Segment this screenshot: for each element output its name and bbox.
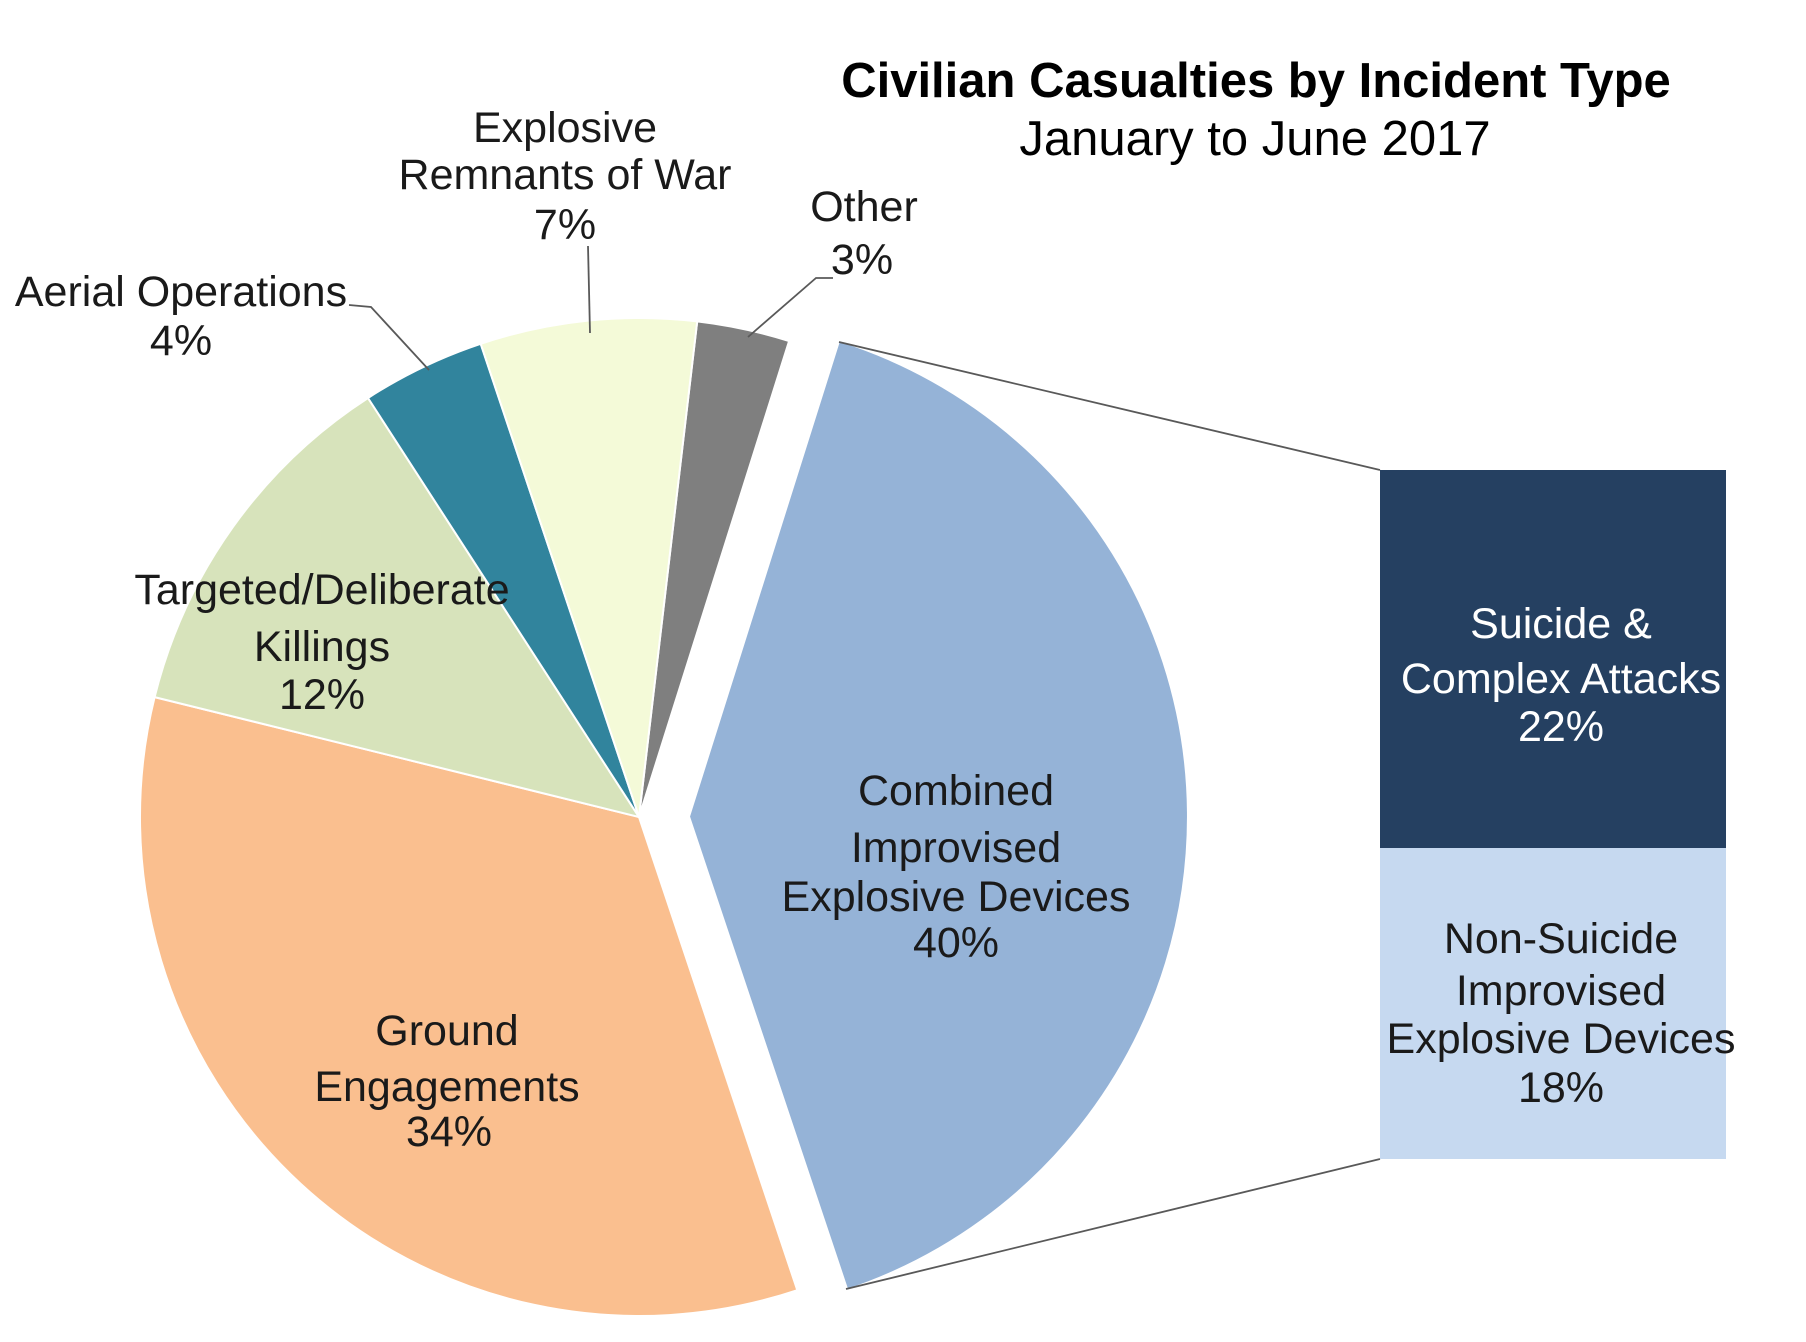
- svg-text:Other: Other: [810, 183, 918, 231]
- svg-text:Ground: Ground: [375, 1007, 518, 1055]
- svg-text:4%: 4%: [150, 317, 212, 365]
- svg-text:34%: 34%: [406, 1108, 492, 1156]
- svg-text:Improvised: Improvised: [851, 824, 1061, 872]
- svg-text:Civilian Casualties by Inciden: Civilian Casualties by Incident Type: [841, 54, 1671, 108]
- svg-text:January to June 2017: January to June 2017: [1019, 112, 1490, 166]
- svg-text:Aerial Operations: Aerial Operations: [15, 268, 347, 316]
- svg-text:Combined: Combined: [858, 767, 1054, 815]
- svg-text:7%: 7%: [534, 201, 596, 249]
- svg-text:18%: 18%: [1518, 1064, 1604, 1112]
- svg-text:Targeted/Deliberate: Targeted/Deliberate: [134, 566, 509, 614]
- svg-text:Explosive Devices: Explosive Devices: [1387, 1015, 1736, 1063]
- svg-text:Complex Attacks: Complex Attacks: [1401, 655, 1721, 703]
- svg-text:3%: 3%: [831, 236, 893, 284]
- svg-text:Non-Suicide: Non-Suicide: [1444, 915, 1678, 963]
- svg-text:Remnants of War: Remnants of War: [399, 151, 732, 199]
- svg-text:22%: 22%: [1518, 703, 1604, 751]
- svg-text:40%: 40%: [913, 919, 999, 967]
- svg-text:Suicide &: Suicide &: [1470, 600, 1652, 648]
- svg-text:Engagements: Engagements: [314, 1063, 579, 1111]
- svg-text:Killings: Killings: [254, 623, 390, 671]
- svg-text:Explosive: Explosive: [473, 104, 657, 152]
- svg-text:Explosive Devices: Explosive Devices: [782, 873, 1131, 921]
- svg-text:12%: 12%: [279, 671, 365, 719]
- svg-text:Improvised: Improvised: [1456, 967, 1666, 1015]
